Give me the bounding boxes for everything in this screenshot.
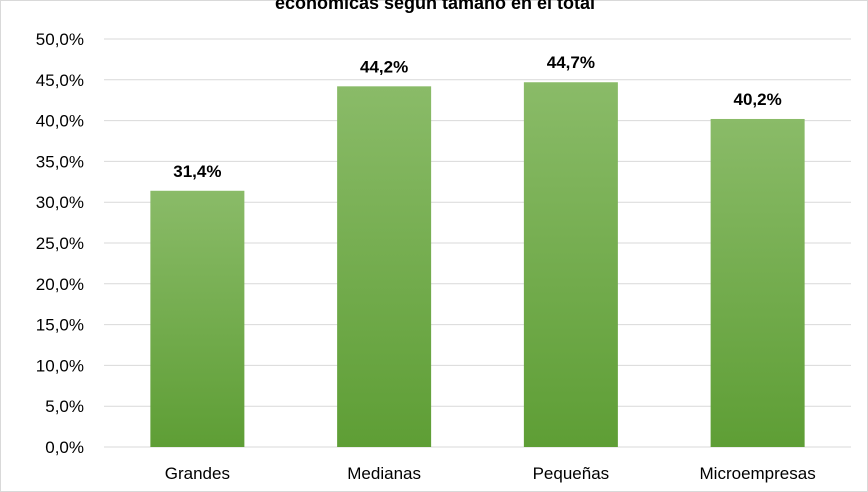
data-label: 40,2% bbox=[734, 90, 782, 109]
data-label: 44,7% bbox=[547, 53, 595, 72]
y-tick-label: 50,0% bbox=[36, 30, 84, 49]
bar-microempresas bbox=[710, 118, 805, 447]
data-label: 44,2% bbox=[360, 57, 408, 76]
y-tick-label: 5,0% bbox=[45, 397, 84, 416]
x-axis-ticks: Grandes Medianas Pequeñas Microempresas bbox=[165, 464, 816, 483]
x-tick-label: Pequeñas bbox=[533, 464, 610, 483]
y-tick-label: 45,0% bbox=[36, 71, 84, 90]
data-label: 31,4% bbox=[173, 162, 221, 181]
y-axis-ticks: 0,0% 5,0% 10,0% 15,0% 20,0% 25,0% 30,0% 35,0% 40… bbox=[36, 30, 84, 457]
y-tick-label: 0,0% bbox=[45, 438, 84, 457]
y-tick-label: 35,0% bbox=[36, 152, 84, 171]
x-tick-label: Microempresas bbox=[700, 464, 816, 483]
x-tick-label: Medianas bbox=[347, 464, 421, 483]
bar-grandes bbox=[150, 190, 245, 447]
bar-pequeñas bbox=[523, 82, 618, 448]
y-tick-label: 15,0% bbox=[36, 316, 84, 335]
y-tick-label: 20,0% bbox=[36, 275, 84, 294]
chart-title: económicas según tamaño en el total bbox=[274, 0, 596, 13]
y-tick-label: 10,0% bbox=[36, 356, 84, 375]
x-tick-label: Grandes bbox=[165, 464, 230, 483]
y-tick-label: 30,0% bbox=[36, 193, 84, 212]
bar-medianas bbox=[337, 86, 432, 447]
y-tick-label: 25,0% bbox=[36, 234, 84, 253]
bars bbox=[150, 82, 805, 448]
data-labels: 31,4% 44,2% 44,7% 40,2% bbox=[173, 53, 781, 181]
y-tick-label: 40,0% bbox=[36, 112, 84, 131]
